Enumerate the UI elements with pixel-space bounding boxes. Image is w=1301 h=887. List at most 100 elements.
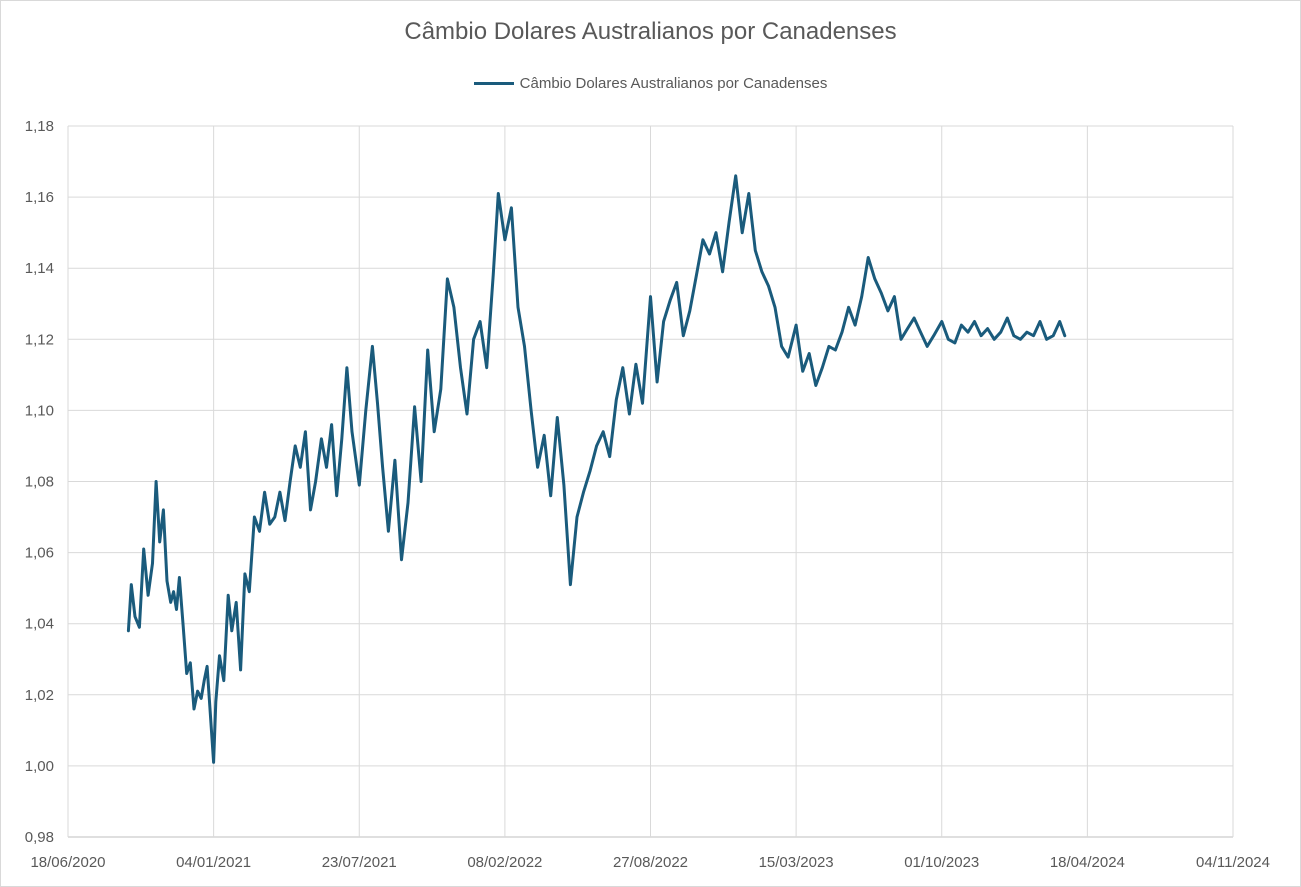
data-point <box>919 331 922 334</box>
data-point <box>608 455 611 458</box>
data-point <box>138 626 141 629</box>
data-point <box>615 398 618 401</box>
data-point <box>854 324 856 326</box>
data-point <box>147 594 149 597</box>
x-tick-label: 27/08/2022 <box>613 854 688 871</box>
data-point <box>155 480 157 483</box>
data-point <box>941 320 943 323</box>
data-point <box>263 491 266 494</box>
data-point <box>459 366 462 369</box>
data-point <box>330 423 333 426</box>
data-point <box>682 334 685 337</box>
data-point <box>595 445 598 447</box>
data-point <box>821 366 824 369</box>
y-tick-label: 0,98 <box>25 829 54 846</box>
data-point <box>351 430 353 433</box>
data-point <box>999 331 1002 334</box>
data-point <box>479 320 481 323</box>
data-point <box>440 388 442 390</box>
data-point <box>662 320 665 323</box>
data-point <box>847 306 850 309</box>
x-tick-label: 08/02/2022 <box>467 854 542 871</box>
data-point <box>223 679 225 682</box>
x-tick-label: 18/06/2020 <box>30 854 105 871</box>
data-point <box>1019 338 1022 341</box>
data-point <box>622 366 624 369</box>
data-point <box>376 402 379 405</box>
data-point <box>841 331 843 334</box>
data-point <box>227 594 229 597</box>
data-point <box>926 345 928 348</box>
data-point <box>880 292 883 294</box>
x-tick-label: 01/10/2023 <box>904 854 979 871</box>
data-point <box>656 381 658 383</box>
data-point <box>815 384 817 387</box>
chart-title: Câmbio Dolares Australianos por Canadens… <box>404 18 897 45</box>
data-point <box>200 697 202 700</box>
y-tick-label: 1,16 <box>25 189 54 206</box>
data-point <box>212 761 215 764</box>
data-point <box>986 327 989 330</box>
data-point <box>780 345 783 348</box>
data-point <box>893 295 896 298</box>
data-point <box>466 413 468 415</box>
data-point <box>628 413 631 415</box>
data-point <box>162 509 165 511</box>
data-point <box>649 295 652 298</box>
data-point <box>248 590 251 593</box>
data-point <box>569 583 572 586</box>
data-point <box>728 221 730 223</box>
data-point <box>1026 331 1028 334</box>
data-point <box>947 338 950 341</box>
data-point <box>193 708 195 710</box>
data-point <box>536 466 539 469</box>
data-point <box>795 324 797 326</box>
data-point <box>218 654 221 657</box>
data-point <box>209 708 211 710</box>
data-point <box>906 327 909 330</box>
y-tick-label: 1,08 <box>25 474 54 491</box>
data-point <box>335 494 338 497</box>
data-point <box>504 239 506 241</box>
data-point <box>556 416 559 419</box>
data-point <box>1013 334 1015 337</box>
data-point <box>341 438 343 440</box>
data-point <box>142 548 145 550</box>
x-tick-label: 15/03/2023 <box>759 854 834 871</box>
data-point <box>708 253 711 255</box>
data-point <box>239 669 242 671</box>
data-point <box>932 334 935 337</box>
data-point <box>774 306 776 309</box>
data-point <box>492 274 495 277</box>
data-point <box>517 306 519 309</box>
data-point <box>407 502 409 504</box>
data-point <box>196 690 199 692</box>
data-point <box>576 516 578 518</box>
legend: Câmbio Dolares Australianos por Canadens… <box>0 75 1301 92</box>
data-point <box>860 295 863 298</box>
data-point <box>641 402 644 405</box>
data-point <box>169 601 172 604</box>
data-point <box>314 480 317 483</box>
data-point <box>134 615 136 618</box>
data-point <box>702 239 704 241</box>
data-point <box>887 310 889 312</box>
data-point <box>309 509 312 511</box>
data-point <box>215 701 217 703</box>
series-line <box>126 174 1067 764</box>
data-point <box>767 285 770 287</box>
y-tick-label: 1,06 <box>25 545 54 562</box>
data-point <box>808 352 810 355</box>
data-point <box>304 430 307 433</box>
data-point <box>602 430 604 433</box>
data-point <box>175 608 178 611</box>
data-point <box>1039 320 1041 323</box>
y-tick-label: 1,10 <box>25 402 54 419</box>
data-point <box>472 338 475 341</box>
data-point <box>185 672 188 675</box>
data-point <box>695 274 698 277</box>
data-point <box>346 366 348 369</box>
data-point <box>231 630 233 632</box>
data-point <box>206 665 208 668</box>
